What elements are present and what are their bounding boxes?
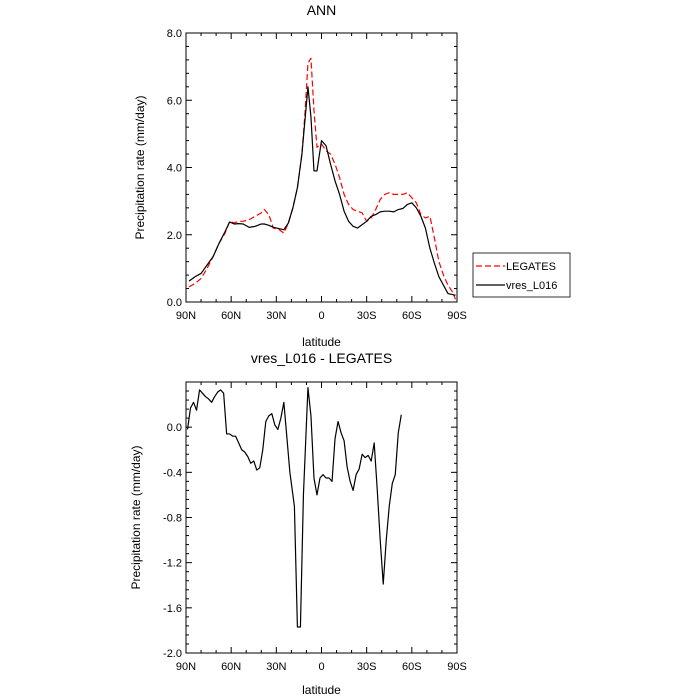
x-tick-label: 90S: [447, 310, 467, 322]
y-tick-label: 0.0: [167, 422, 182, 434]
series-line-vres-l016: [188, 86, 456, 296]
y-axis-title: Precipitation rate (mm/day): [133, 95, 147, 239]
series-line-difference: [186, 387, 402, 628]
y-tick-label: 8.0: [167, 28, 182, 40]
x-tick-label: 0: [318, 310, 324, 322]
legend-box: [472, 252, 571, 298]
x-tick-label: 30N: [266, 661, 286, 673]
x-tick-label: 90S: [447, 661, 467, 673]
y-tick-label: -2.0: [163, 648, 182, 660]
chart-title: ANN: [307, 2, 337, 18]
x-tick-label: 30S: [357, 661, 377, 673]
y-tick-label: 2.0: [167, 230, 182, 242]
x-tick-label: 30S: [357, 310, 377, 322]
bottom-chart-panel: vres_L016 - LEGATES 90N 60N 30N 0 30S 60S 90S 0.…: [129, 350, 467, 697]
y-tick-label: -0.4: [163, 467, 182, 479]
series-line-legates: [188, 57, 457, 300]
x-tick-label: 90N: [176, 310, 196, 322]
chart-legend: LEGATES vres_L016: [472, 252, 571, 298]
legend-label: LEGATES: [506, 261, 556, 273]
y-tick-label: -1.2: [163, 558, 182, 570]
y-tick-label: 0.0: [167, 297, 182, 309]
x-tick-label: 60N: [221, 310, 241, 322]
top-chart-panel: ANN 90N 60N 30N 0 30S 60S 90S 0.0 2.0 4.0 6.0 8.0 lat…: [133, 2, 571, 349]
plot-frame: [185, 381, 458, 654]
y-tick-label: -0.8: [163, 513, 182, 525]
x-tick-label: 0: [318, 661, 324, 673]
y-tick-label: -1.6: [163, 603, 182, 615]
y-tick-label: 4.0: [167, 163, 182, 175]
chart-title: vres_L016 - LEGATES: [251, 350, 392, 366]
x-tick-label: 60S: [402, 661, 422, 673]
y-tick-label: 6.0: [167, 95, 182, 107]
x-tick-label: 60N: [221, 661, 241, 673]
x-axis-title: latitude: [302, 335, 341, 349]
y-axis-title: Precipitation rate (mm/day): [129, 445, 143, 589]
x-tick-label: 90N: [176, 661, 196, 673]
x-tick-label: 60S: [402, 310, 422, 322]
plot-frame: [185, 32, 458, 303]
x-tick-label: 30N: [266, 310, 286, 322]
legend-label: vres_L016: [506, 280, 557, 292]
x-axis-title: latitude: [302, 683, 341, 697]
